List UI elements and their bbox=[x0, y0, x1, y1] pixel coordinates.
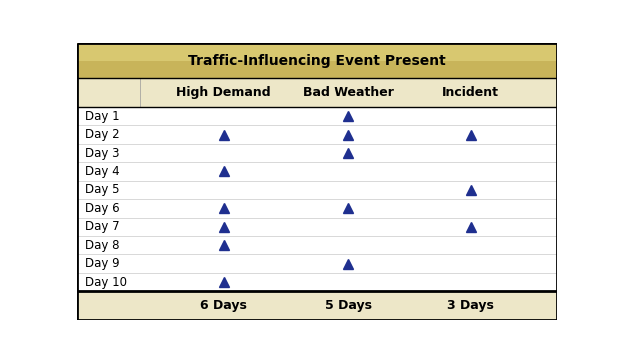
Text: Day 3: Day 3 bbox=[85, 147, 119, 159]
Text: High Demand: High Demand bbox=[176, 86, 271, 99]
Text: Traffic-Influencing Event Present: Traffic-Influencing Event Present bbox=[188, 54, 446, 68]
Text: Day 2: Day 2 bbox=[85, 128, 119, 141]
Text: Day 1: Day 1 bbox=[85, 110, 119, 123]
Bar bbox=[77, 107, 557, 291]
Text: Day 7: Day 7 bbox=[85, 220, 119, 233]
Text: Incident: Incident bbox=[442, 86, 500, 99]
Text: Day 9: Day 9 bbox=[85, 257, 119, 270]
Text: Day 4: Day 4 bbox=[85, 165, 119, 178]
Text: Day 10: Day 10 bbox=[85, 275, 126, 289]
Text: Day 6: Day 6 bbox=[85, 202, 119, 215]
Bar bbox=[77, 78, 557, 107]
Text: 3 Days: 3 Days bbox=[448, 300, 494, 312]
Text: Day 8: Day 8 bbox=[85, 239, 119, 252]
Text: Day 5: Day 5 bbox=[85, 183, 119, 197]
Bar bbox=[77, 43, 557, 60]
Bar bbox=[77, 43, 557, 78]
Bar bbox=[77, 291, 557, 320]
Text: 6 Days: 6 Days bbox=[201, 300, 247, 312]
Text: Bad Weather: Bad Weather bbox=[303, 86, 394, 99]
Text: 5 Days: 5 Days bbox=[325, 300, 372, 312]
